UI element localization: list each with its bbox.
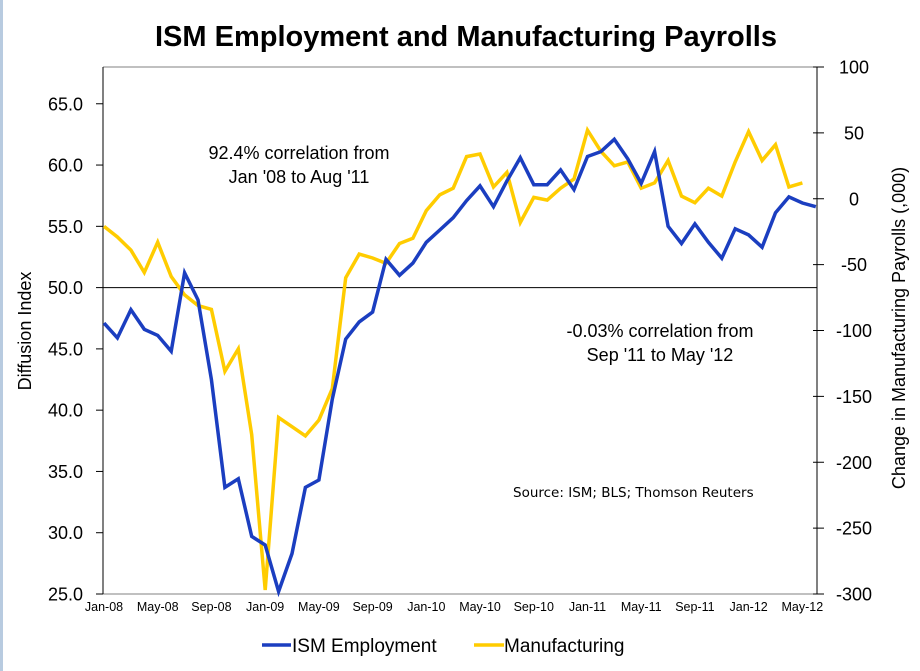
x-tick-label: May-08 xyxy=(137,600,179,614)
x-tick-label: Jan-10 xyxy=(407,600,445,614)
x-tick-label: Sep-10 xyxy=(514,600,554,614)
x-tick-label: Jan-12 xyxy=(730,600,768,614)
x-tick-label: May-11 xyxy=(621,600,662,614)
x-tick-label: Sep-08 xyxy=(191,600,231,614)
x-tick-label: Jan-08 xyxy=(85,600,123,614)
left-tick-label: 25.0 xyxy=(48,585,83,605)
x-tick-label: Jan-11 xyxy=(569,600,606,614)
right-axis-ticks: -300 -250 -200 -150 -100 -50 0 50 100 xyxy=(813,58,872,605)
right-tick-label: 100 xyxy=(839,58,869,78)
right-tick-label: 0 xyxy=(849,189,859,209)
series-layer xyxy=(102,125,817,598)
left-tick-label: 50.0 xyxy=(48,278,83,298)
annotation-2-line-2: Sep '11 to May '12 xyxy=(587,345,734,365)
right-tick-label: -200 xyxy=(836,453,872,473)
right-tick-label: -50 xyxy=(841,255,867,275)
x-tick-label: May-12 xyxy=(782,600,824,614)
x-tick-label: Jan-09 xyxy=(246,600,284,614)
x-axis-ticks: Jan-08 May-08 Sep-08 Jan-09 May-09 Sep-09 Jan-… xyxy=(85,600,823,614)
legend-label-ism-employment: ISM Employment xyxy=(292,636,437,657)
annotation-1-line-1: 92.4% correlation from xyxy=(208,143,389,163)
right-axis-label: Change in Manufacturing Payrolls (,000) xyxy=(889,167,909,489)
left-tick-label: 35.0 xyxy=(48,462,83,482)
left-tick-label: 40.0 xyxy=(48,401,83,421)
x-tick-label: Sep-09 xyxy=(352,600,392,614)
left-axis-ticks: 25.0 30.0 35.0 40.0 45.0 50.0 55.0 60.0 65.0 xyxy=(48,94,103,605)
annotation-1-line-2: Jan '08 to Aug '11 xyxy=(229,167,370,187)
x-tick-label: May-10 xyxy=(459,600,501,614)
legend-label-manufacturing: Manufacturing xyxy=(504,636,624,657)
source-note: Source: ISM; BLS; Thomson Reuters xyxy=(513,485,754,501)
left-tick-label: 65.0 xyxy=(48,94,83,114)
left-tick-label: 55.0 xyxy=(48,217,83,237)
left-tick-label: 45.0 xyxy=(48,339,83,359)
chart-title: ISM Employment and Manufacturing Payroll… xyxy=(155,21,777,53)
right-tick-label: -300 xyxy=(836,585,872,605)
right-tick-label: -100 xyxy=(836,321,872,341)
series-line-ism-employment xyxy=(102,136,817,598)
annotation-2-line-1: -0.03% correlation from xyxy=(566,321,753,341)
x-tick-label: Sep-11 xyxy=(675,600,714,614)
x-tick-label: May-09 xyxy=(298,600,340,614)
left-axis-label: Diffusion Index xyxy=(15,272,35,391)
left-tick-label: 30.0 xyxy=(48,523,83,543)
right-tick-label: 50 xyxy=(844,123,864,143)
legend: ISM Employment Manufacturing xyxy=(262,636,624,657)
right-tick-label: -150 xyxy=(836,387,872,407)
right-tick-label: -250 xyxy=(836,519,872,539)
left-tick-label: 60.0 xyxy=(48,156,83,176)
image-border xyxy=(0,0,3,671)
